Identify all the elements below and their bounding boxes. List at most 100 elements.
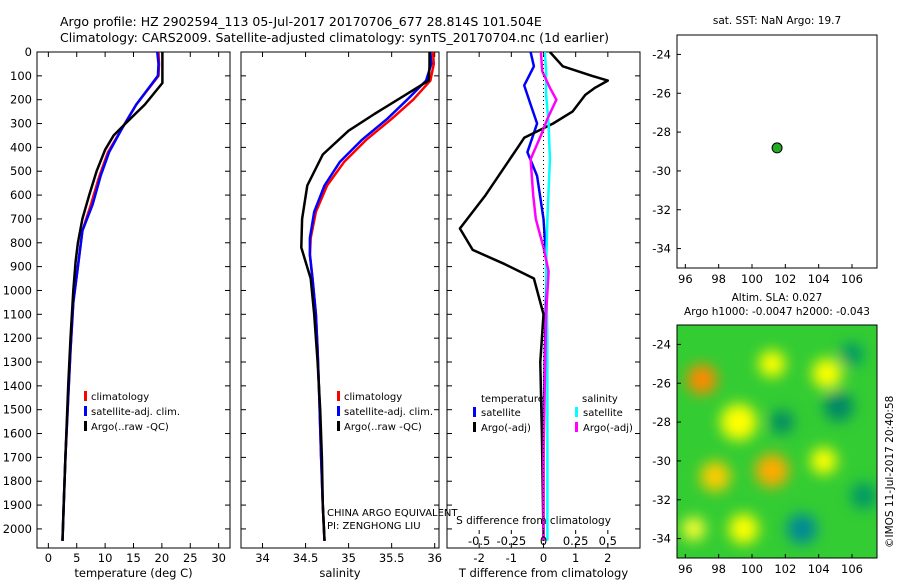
- x-tick-label: 96: [678, 562, 693, 576]
- x-tick-label: -1: [506, 551, 517, 565]
- series-line: [61, 52, 164, 541]
- map-body: [771, 142, 783, 154]
- sla-map-title-line-1: Altim. SLA: 0.027: [732, 292, 823, 304]
- x-tick-label: 104: [808, 272, 830, 286]
- imos-watermark: ©IMOS 11-Jul-2017 20:40:58: [884, 396, 896, 548]
- y-tick-label: -30: [652, 164, 671, 178]
- sla-blobs: [682, 342, 877, 544]
- x2-tick-label: -0.25: [496, 534, 526, 548]
- sla-anomaly: [850, 482, 877, 510]
- y-tick-label: 1200: [3, 331, 32, 345]
- x-tick-label: 36: [427, 551, 442, 565]
- legend-swatch: [84, 421, 87, 431]
- y-tick-label: 400: [10, 140, 32, 154]
- series-group: [300, 52, 436, 541]
- x-tick-label: 102: [774, 562, 796, 576]
- legend-swatch: [337, 391, 340, 401]
- y-tick-label: -32: [652, 203, 671, 217]
- legend-title-salinity: salinity: [582, 394, 618, 405]
- x2-tick-label: 0: [540, 534, 547, 548]
- y-tick-label: 200: [10, 93, 32, 107]
- x-tick-label: 34: [255, 551, 270, 565]
- legend-label: satellite-adj. clim.: [344, 407, 433, 418]
- legend-label: climatology: [344, 392, 402, 403]
- x-axis-label: T difference from climatology: [458, 566, 629, 580]
- sla-anomaly: [728, 513, 759, 544]
- legend-label: Argo(..raw -QC): [344, 422, 422, 433]
- y-tick-label: 0: [25, 45, 32, 59]
- temperature-panel: 0 5 10 15 20 25 30 temperature (deg C) 0 100 200 30…: [3, 45, 231, 580]
- x2-tick-label: 0.25: [563, 534, 589, 548]
- legend-swatch: [575, 407, 578, 417]
- legend-swatch: [84, 391, 87, 401]
- series-line: [529, 52, 558, 541]
- x-tick-label: 0: [45, 551, 52, 565]
- float-note-line-1: CHINA ARGO EQUIVALENT: [327, 508, 458, 519]
- map-body: [677, 325, 877, 558]
- header-line-1: Argo profile: HZ 2902594_113 05-Jul-2017…: [60, 14, 542, 29]
- legend-swatch: [473, 407, 476, 417]
- x-tick-label: 25: [183, 551, 198, 565]
- salinity-panel: 34 34.5 35 35.5 36 salinity climatology satelli…: [240, 51, 458, 580]
- sla-anomaly: [700, 461, 731, 492]
- plot-frame: [240, 51, 440, 549]
- sla-map-panel: 96 98 100 102 104 106 -24 -26 -28 -30 -32 -34 Altim.…: [652, 292, 878, 576]
- y-tick-label: 1700: [3, 450, 32, 464]
- legend-label: Argo(-adj): [481, 423, 531, 434]
- y-tick-label: 300: [10, 117, 32, 131]
- legend-label: Argo(-adj): [583, 423, 633, 434]
- y-tick-label: -24: [652, 47, 671, 61]
- x-tick-label: 10: [98, 551, 113, 565]
- legend-label: Argo(..raw -QC): [91, 422, 169, 433]
- x-tick-label: 15: [126, 551, 141, 565]
- series-line: [300, 52, 431, 541]
- map-frame: [676, 324, 878, 559]
- y-tick-label: -26: [652, 86, 671, 100]
- y-tick-label: -30: [652, 454, 671, 468]
- y-tick-label: 1900: [3, 498, 32, 512]
- series-line: [308, 52, 433, 541]
- sla-anomaly: [810, 447, 838, 475]
- sst-map-panel: 96 98 100 102 104 106 -24 -26 -28 -30 -32 -34 sat. S…: [652, 15, 878, 286]
- y-tick-label: 1400: [3, 379, 32, 393]
- float-note-line-2: PI: ZENGHONG LIU: [327, 521, 421, 532]
- y-tick-label: 2000: [3, 522, 32, 536]
- x-tick-label: 20: [155, 551, 170, 565]
- sla-anomaly: [758, 350, 786, 378]
- x-axis-label: temperature (deg C): [74, 566, 192, 580]
- y-tick-label: -26: [652, 376, 671, 390]
- x-tick-label: 1: [572, 551, 579, 565]
- x-tick-label: 30: [211, 551, 226, 565]
- y-tick-label: 1600: [3, 427, 32, 441]
- x-tick-label: 104: [808, 562, 830, 576]
- sla-anomaly: [812, 358, 842, 389]
- x-tick-label: 106: [841, 272, 863, 286]
- y-tick-label: 1500: [3, 403, 32, 417]
- x-tick-label: 100: [741, 562, 763, 576]
- legend-swatch: [84, 406, 87, 416]
- x-tick-label: 34.5: [293, 551, 319, 565]
- y-tick-label: -34: [652, 242, 671, 256]
- x-tick-label: 98: [711, 272, 726, 286]
- y-tick-label: 500: [10, 164, 32, 178]
- sst-map-title: sat. SST: NaN Argo: 19.7: [713, 15, 841, 27]
- y-tick-label: 900: [10, 260, 32, 274]
- y-tick-label: 1000: [3, 283, 32, 297]
- y-tick-label: 1300: [3, 355, 32, 369]
- y-tick-label: 700: [10, 212, 32, 226]
- y-tick-label: -32: [652, 493, 671, 507]
- series-line: [543, 52, 552, 541]
- series-group: [61, 52, 164, 541]
- sla-anomaly: [823, 391, 854, 422]
- y-tick-label: 800: [10, 236, 32, 250]
- sla-anomaly: [687, 364, 717, 395]
- x-axis-label: salinity: [319, 566, 360, 580]
- y-tick-label: 600: [10, 188, 32, 202]
- difference-panel: -2 -1 0 1 2T difference from climatology -0.5…: [446, 51, 641, 580]
- x2-tick-label: -0.5: [468, 534, 490, 548]
- y-tick-label: -24: [652, 337, 671, 351]
- y-tick-label: -28: [652, 415, 671, 429]
- series-line: [458, 52, 610, 541]
- series-line: [308, 52, 436, 541]
